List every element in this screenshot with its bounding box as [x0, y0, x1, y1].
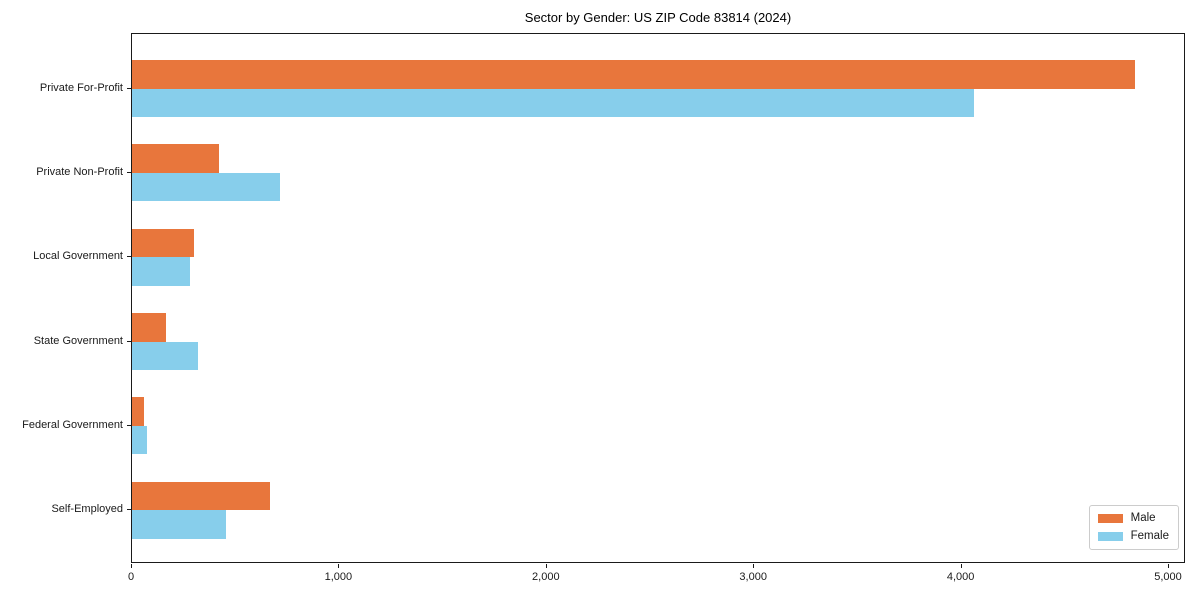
y-tick-federal-government: [127, 424, 131, 426]
legend-label-female: Female: [1130, 530, 1169, 542]
legend-swatch-male: [1097, 514, 1123, 523]
y-label-local-government: Local Government: [33, 250, 123, 263]
x-label-1-000: 1,000: [324, 571, 353, 583]
bar-female-local-government: [132, 257, 191, 286]
y-label-state-government: State Government: [33, 334, 123, 347]
x-tick-3-000: [753, 564, 755, 568]
y-label-federal-government: Federal Government: [22, 418, 123, 431]
x-label-4-000: 4,000: [946, 571, 975, 583]
y-tick-local-government: [127, 256, 131, 258]
legend-item-female: Female: [1097, 530, 1169, 543]
chart-title: Sector by Gender: US ZIP Code 83814 (202…: [524, 10, 792, 25]
legend: Male Female: [1088, 505, 1179, 550]
bar-male-private-non-profit: [132, 144, 220, 173]
x-label-0: 0: [127, 571, 135, 583]
legend-swatch-female: [1097, 532, 1123, 541]
plot-area: Male Female: [131, 33, 1185, 563]
legend-label-male: Male: [1130, 512, 1156, 524]
y-label-private-for-profit: Private For-Profit: [39, 81, 123, 94]
x-label-5-000: 5,000: [1154, 571, 1182, 583]
bar-male-federal-government: [132, 397, 145, 426]
bar-female-federal-government: [132, 425, 147, 455]
y-label-self-employed: Self-Employed: [51, 503, 123, 516]
x-tick-0: [131, 564, 132, 568]
x-tick-4-000: [960, 564, 962, 568]
x-label-2-000: 2,000: [532, 571, 560, 583]
x-tick-5-000: [1167, 564, 1169, 568]
bar-female-self-employed: [132, 510, 227, 539]
y-label-private-non-profit: Private Non-Profit: [36, 165, 123, 178]
x-tick-1-000: [338, 564, 340, 568]
bar-female-state-government: [132, 341, 199, 371]
y-tick-private-non-profit: [127, 171, 131, 173]
bar-male-state-government: [132, 313, 167, 342]
x-label-3-000: 3,000: [739, 571, 767, 583]
bar-female-private-non-profit: [132, 172, 281, 202]
y-tick-self-employed: [127, 509, 131, 511]
y-tick-private-for-profit: [127, 87, 131, 89]
bar-male-local-government: [132, 228, 195, 258]
y-tick-state-government: [127, 340, 131, 342]
bar-male-self-employed: [132, 481, 270, 511]
legend-item-male: Male: [1097, 512, 1169, 525]
bar-male-private-for-profit: [132, 60, 1135, 89]
x-tick-2-000: [545, 564, 547, 568]
bar-female-private-for-profit: [132, 88, 975, 117]
